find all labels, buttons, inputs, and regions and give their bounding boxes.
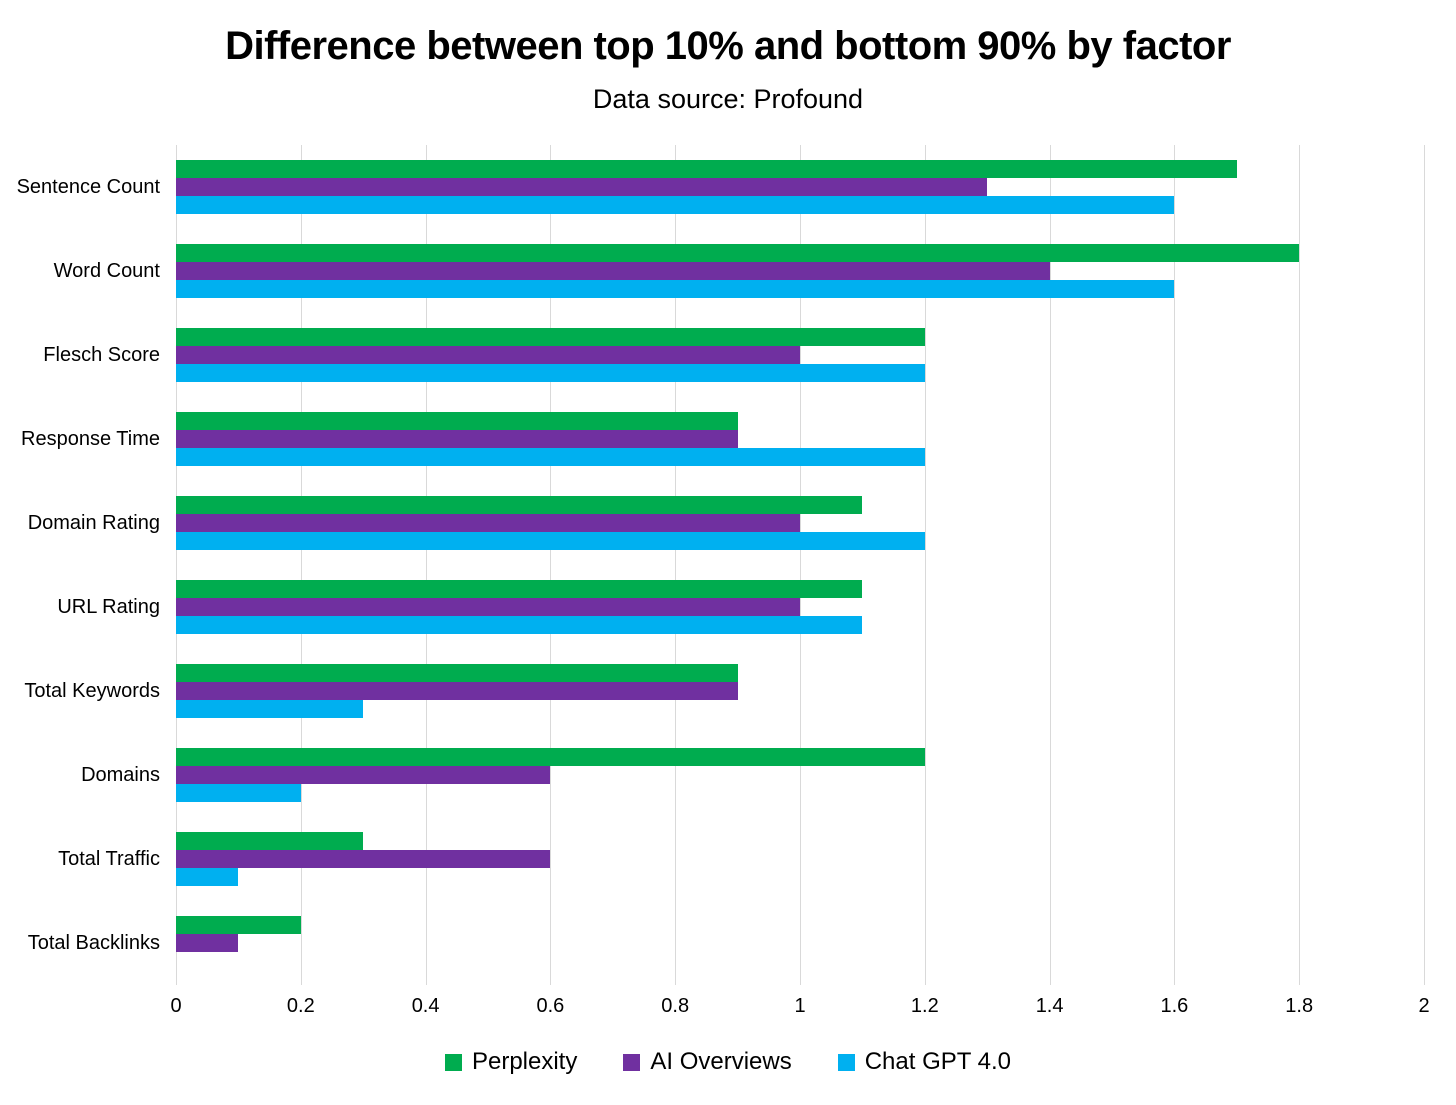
x-tick-label: 2 — [1418, 995, 1430, 1017]
gridline — [675, 145, 677, 985]
category-label: Sentence Count — [16, 175, 160, 198]
category-label: Domain Rating — [27, 511, 160, 534]
legend-item: Chat GPT 4.0 — [837, 1048, 1012, 1076]
category-label: Total Backlinks — [27, 931, 160, 954]
gridline — [176, 145, 177, 985]
x-tick-label: 1.8 — [1285, 995, 1314, 1017]
category-label: Total Keywords — [24, 679, 160, 702]
bar — [176, 178, 988, 196]
bar-group — [176, 901, 1424, 985]
gridline — [800, 145, 801, 985]
bar — [176, 514, 800, 532]
bar — [176, 328, 925, 346]
category-label: Total Traffic — [58, 847, 160, 870]
gridline — [425, 145, 427, 985]
bar — [176, 700, 364, 718]
bar — [176, 244, 1300, 262]
bar-group — [176, 481, 1424, 565]
bar-group — [176, 313, 1424, 397]
bar — [176, 532, 925, 550]
x-tick-label: 1 — [794, 995, 806, 1017]
bar — [176, 496, 863, 514]
bar — [176, 664, 738, 682]
legend-label: Perplexity — [471, 1048, 578, 1075]
legend-label: Chat GPT 4.0 — [864, 1048, 1012, 1075]
x-tick-label: 0.4 — [411, 995, 440, 1017]
chart-title: Difference between top 10% and bottom 90… — [225, 24, 1231, 68]
bar-group — [176, 565, 1424, 649]
x-tick-label: 1.6 — [1160, 995, 1189, 1017]
category-label: Response Time — [21, 427, 160, 450]
bar-group — [176, 397, 1424, 481]
bar — [176, 364, 925, 382]
bar — [176, 412, 738, 430]
bar — [176, 160, 1237, 178]
x-tick-label: 0 — [170, 995, 182, 1017]
bar-group — [176, 229, 1424, 313]
x-tick-label: 0.2 — [286, 995, 315, 1017]
legend: Perplexity AI Overviews Chat GPT 4.0 — [0, 1048, 1456, 1076]
gridline — [550, 145, 552, 985]
x-tick-label: 0.8 — [661, 995, 690, 1017]
chart-subtitle: Data source: Profound — [592, 84, 864, 114]
gridline — [300, 145, 302, 985]
bar — [176, 616, 863, 634]
legend-item: Perplexity — [444, 1048, 578, 1076]
bar — [176, 748, 925, 766]
bar — [176, 766, 551, 784]
bar — [176, 598, 800, 616]
bar — [176, 580, 863, 598]
category-label: Word Count — [53, 259, 160, 282]
bar — [176, 784, 301, 802]
bar — [176, 682, 738, 700]
gridline — [1049, 145, 1051, 985]
bar — [176, 916, 301, 934]
bar — [176, 868, 239, 886]
gridline — [1174, 145, 1176, 985]
x-tick-label: 1.4 — [1035, 995, 1064, 1017]
y-axis-category-labels: Sentence Count Word Count Flesch Score Resp… — [0, 145, 160, 985]
bar — [176, 850, 551, 868]
legend-label: AI Overviews — [650, 1048, 792, 1075]
bar — [176, 262, 1050, 280]
legend-swatch-icon — [837, 1053, 855, 1071]
bar-group — [176, 649, 1424, 733]
bar — [176, 934, 239, 952]
x-tick-label: 1.2 — [910, 995, 939, 1017]
legend-swatch-icon — [623, 1053, 641, 1071]
gridline — [924, 145, 926, 985]
x-axis-tick-labels: 0 0.2 0.4 0.6 0.8 1 1.2 1.4 1.6 1.8 2 — [170, 995, 1429, 1025]
legend-item: AI Overviews — [623, 1048, 792, 1076]
bar-group — [176, 817, 1424, 901]
bar — [176, 280, 1175, 298]
legend-swatch-icon — [444, 1053, 462, 1071]
bar — [176, 832, 364, 850]
bar-group — [176, 145, 1424, 229]
gridline — [1299, 145, 1301, 985]
bar — [176, 448, 925, 466]
plot-area — [176, 145, 1425, 985]
category-label: URL Rating — [57, 595, 160, 618]
category-label: Flesch Score — [43, 343, 160, 366]
gridline — [1424, 145, 1425, 985]
bar-group — [176, 733, 1424, 817]
bar — [176, 196, 1175, 214]
bar — [176, 430, 738, 448]
category-label: Domains — [81, 763, 160, 786]
x-tick-label: 0.6 — [536, 995, 565, 1017]
bar — [176, 346, 800, 364]
